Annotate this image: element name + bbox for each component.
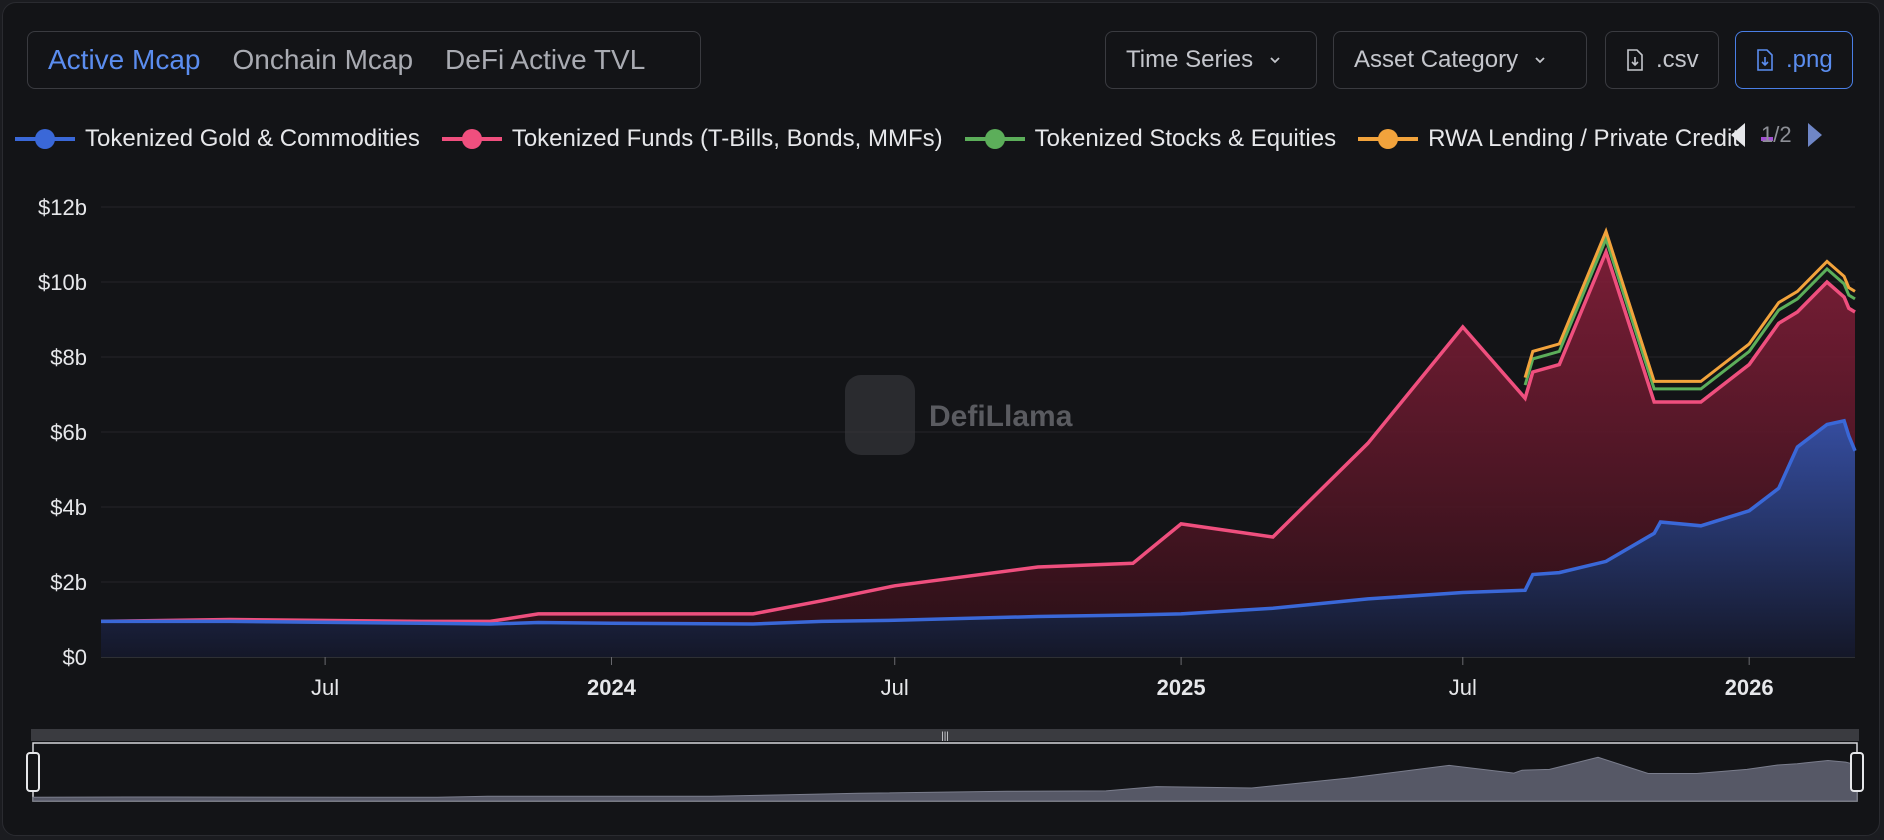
series-line-funds [100,246,1856,624]
y-axis: $0 $2b $4b $6b $8b $10b $12b [38,195,87,670]
legend-gold-label: Tokenized Gold & Commodities [85,125,420,152]
tab-defi-active-tvl[interactable]: DeFi Active TVL [445,44,646,75]
asset-category-label: Asset Category [1354,46,1519,73]
x-tick-label: Jul [311,675,339,700]
chart-plot: DefiLlama $0 $2b $4b $6b $8b $10b $12b Jul 2024… [38,195,1857,700]
legend-lending-label: RWA Lending / Private Credit [1428,125,1739,152]
tab-onchain-mcap[interactable]: Onchain Mcap [232,44,414,75]
y-tick-label: $6b [50,420,87,445]
legend-funds-marker-icon [441,129,502,149]
pager-prev-icon[interactable] [1729,121,1747,149]
pager-label: 1/2 [1761,122,1792,147]
y-tick-label: $0 [63,645,87,670]
legend-stocks-label: Tokenized Stocks & Equities [1034,125,1337,152]
file-download-icon [1627,49,1643,71]
y-tick-label: $4b [50,495,87,520]
csv-download-button[interactable]: .csv [1605,31,1719,89]
y-tick-label: $12b [38,195,87,220]
series-line-lending [1523,227,1856,383]
scrubber-right-handle[interactable] [1850,752,1864,792]
y-tick-label: $10b [38,270,87,295]
x-tick-label: Jul [1449,675,1477,700]
scrubber-grip-icon[interactable]: ||| [941,731,949,742]
chevron-down-icon [1535,57,1545,64]
legend-item-funds[interactable]: Tokenized Funds (T-Bills, Bonds, MMFs) [441,125,943,153]
tab-active-mcap[interactable]: Active Mcap [48,44,201,75]
chevron-down-icon [1270,57,1280,64]
chart-legend: Tokenized Gold & Commodities Tokenized F… [15,119,1875,159]
x-tick-label: 2024 [587,675,637,700]
csv-label: .csv [1656,46,1699,73]
legend-gold-marker-icon [15,129,75,149]
x-axis: Jul 2024 Jul 2025 Jul 2026 [311,657,1774,700]
watermark-text: DefiLlama [929,400,1073,433]
scrubber-mini-area [32,756,1858,802]
png-download-button[interactable]: .png [1735,31,1853,89]
legend-funds-label: Tokenized Funds (T-Bills, Bonds, MMFs) [511,125,943,152]
x-tick-label: Jul [881,675,909,700]
pager-next-icon[interactable] [1806,121,1824,149]
time-series-dropdown[interactable]: Time Series [1105,31,1317,89]
png-label: .png [1786,46,1833,73]
scrubber-left-handle[interactable] [26,752,40,792]
asset-category-dropdown[interactable]: Asset Category [1333,31,1587,89]
time-series-label: Time Series [1126,46,1254,73]
legend-item-gold[interactable]: Tokenized Gold & Commodities [15,125,420,153]
legend-stocks-marker-icon [964,129,1025,149]
file-download-icon [1757,49,1773,71]
area-layer [100,227,1857,657]
llama-logo-icon [845,375,915,455]
legend-item-stocks[interactable]: Tokenized Stocks & Equities [964,125,1337,153]
y-tick-label: $8b [50,345,87,370]
legend-pager: 1/2 [1729,121,1824,149]
legend-lending-marker-icon [1358,129,1419,149]
x-tick-label: 2026 [1725,675,1774,700]
watermark-logo: DefiLlama [845,375,1073,455]
range-scrubber[interactable]: ||| [3,727,1881,809]
series-line-stocks [1523,234,1856,391]
legend-item-lending[interactable]: RWA Lending / Private Credit [1358,125,1739,153]
metric-tabs: Active Mcap Onchain Mcap DeFi Active TVL [27,31,701,89]
scrubber-bar[interactable] [31,729,1859,741]
series-area-gold [101,420,1855,657]
series-area-funds [101,252,1855,657]
legend-overflow-marker-icon [1760,137,1773,141]
series-line-gold [101,418,1857,626]
y-tick-label: $2b [50,570,87,595]
x-tick-label: 2025 [1157,675,1206,700]
